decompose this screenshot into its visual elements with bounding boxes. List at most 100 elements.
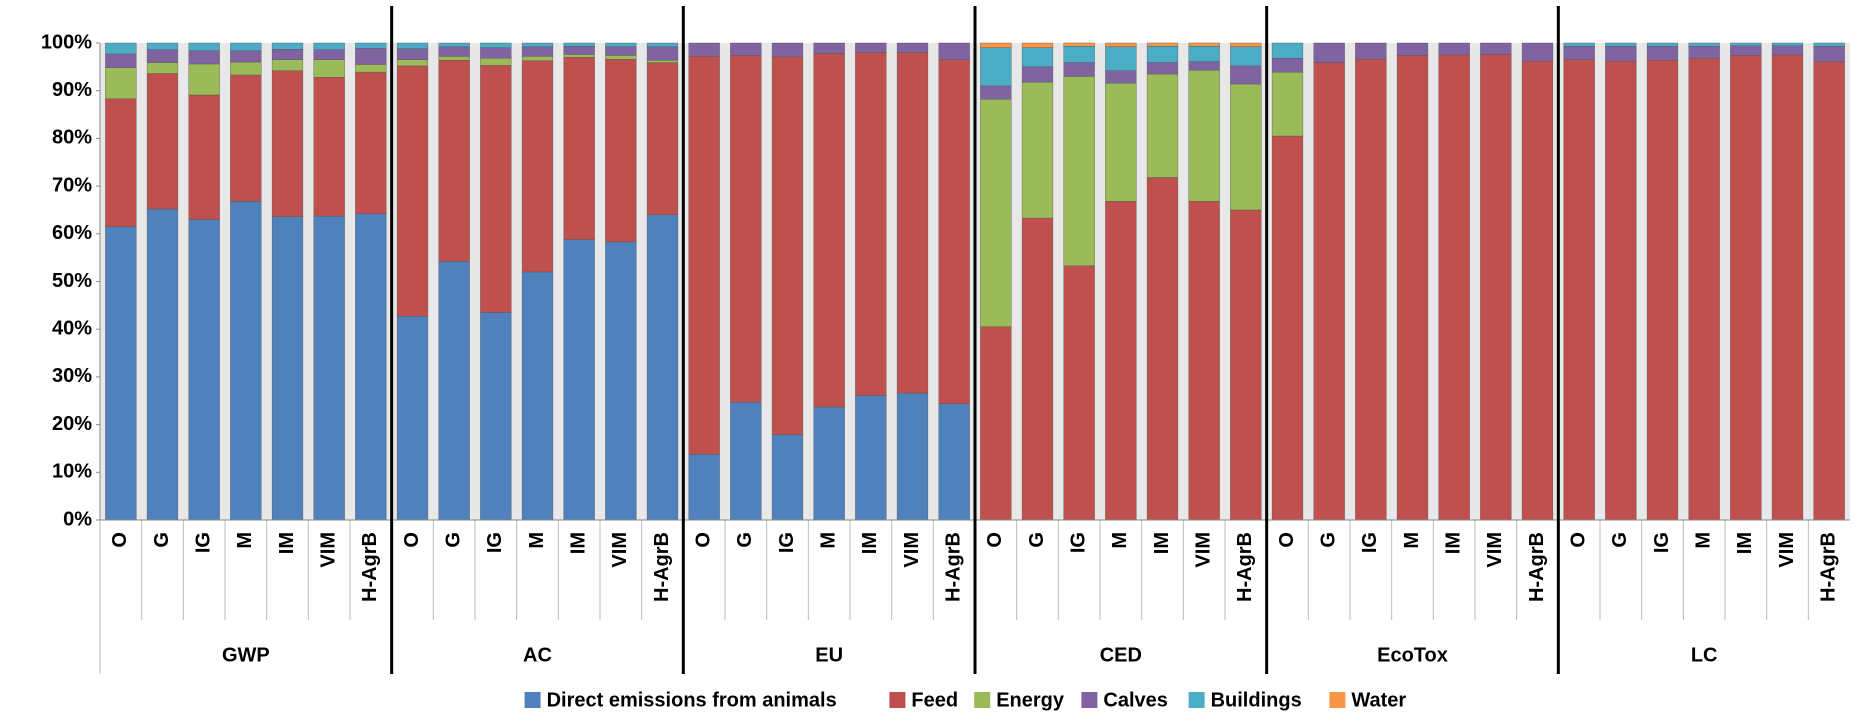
y-tick-label: 90%: [52, 79, 92, 101]
x-tick-label: VIM: [901, 532, 923, 568]
bar-segment: [730, 55, 762, 403]
bar-segment: [188, 63, 220, 96]
bar-segment: [521, 46, 554, 57]
bar-segment: [938, 59, 970, 404]
bar-segment: [230, 61, 262, 76]
x-tick-label: O: [1567, 532, 1589, 548]
bar-segment: [271, 59, 304, 71]
x-tick-label: O: [984, 532, 1006, 548]
bar-segment: [1063, 265, 1095, 521]
x-tick-label: M: [234, 532, 256, 549]
bar-segment: [230, 74, 262, 202]
bar-segment: [1771, 54, 1804, 521]
bar-segment: [521, 42, 554, 48]
x-tick-label: IM: [1151, 532, 1173, 554]
bar-segment: [1563, 46, 1595, 60]
bar-segment: [1146, 177, 1179, 521]
x-tick-label: IG: [776, 532, 798, 553]
bar-segment: [1563, 59, 1595, 521]
bar-segment: [1146, 42, 1179, 47]
bar-segment: [1105, 42, 1137, 48]
x-tick-label: O: [109, 532, 131, 548]
x-tick-label: M: [1692, 532, 1714, 549]
x-tick-label: O: [1276, 532, 1298, 548]
x-tick-label: H-AgrB: [651, 532, 673, 602]
bar-segment: [980, 47, 1012, 87]
bar-segment: [521, 60, 554, 273]
legend-swatch: [1188, 692, 1205, 708]
x-tick-label: H-AgrB: [1526, 532, 1548, 602]
bar-segment: [105, 53, 137, 69]
bar-segment: [1646, 46, 1679, 61]
bar-segment: [1438, 54, 1470, 521]
bar-segment: [646, 46, 679, 61]
y-tick-label: 40%: [52, 317, 92, 339]
bar-segment: [188, 42, 220, 51]
bar-segment: [813, 53, 845, 408]
bar-segment: [1605, 42, 1637, 47]
bar-segment: [105, 42, 137, 55]
bar-segment: [646, 42, 679, 48]
x-tick-label: IM: [567, 532, 589, 554]
bar-segment: [105, 226, 137, 521]
bar-segment: [896, 52, 929, 394]
bar-segment: [1105, 46, 1137, 71]
bar-segment: [146, 42, 179, 50]
bar-segment: [1521, 60, 1554, 521]
x-tick-label: IM: [276, 532, 298, 554]
bar-segment: [313, 77, 345, 217]
bar-segment: [188, 94, 220, 220]
bar-segment: [896, 392, 929, 521]
bar-segment: [1021, 66, 1054, 83]
bar-segment: [146, 49, 179, 63]
group-label: EU: [815, 644, 843, 666]
bar-segment: [1271, 58, 1304, 73]
group-label: GWP: [222, 644, 270, 666]
bar-segment: [1021, 81, 1054, 219]
bar-segment: [1771, 45, 1804, 56]
y-tick-label: 20%: [52, 413, 92, 435]
x-tick-label: G: [734, 532, 756, 548]
bar-segment: [1063, 76, 1095, 266]
bar-segment: [980, 85, 1012, 100]
bar-segment: [938, 42, 970, 60]
x-tick-label: VIM: [1776, 532, 1798, 568]
x-tick-label: O: [692, 532, 714, 548]
bar-segment: [1646, 42, 1679, 47]
bar-segment: [438, 42, 470, 48]
bar-segment: [605, 55, 637, 60]
bar-segment: [1480, 54, 1512, 521]
legend-swatch: [974, 692, 991, 708]
bar-segment: [1063, 42, 1095, 47]
group-label: AC: [523, 644, 552, 666]
bar-segment: [730, 42, 762, 56]
bar-segment: [1355, 42, 1387, 60]
bar-segment: [1688, 42, 1720, 47]
bar-segment: [688, 42, 720, 57]
group-label: CED: [1100, 644, 1142, 666]
bar-segment: [1688, 58, 1720, 521]
x-tick-label: G: [1609, 532, 1631, 548]
bar-segment: [730, 401, 762, 521]
bar-segment: [1813, 46, 1845, 62]
bar-segment: [1021, 42, 1054, 48]
bar-segment: [1396, 42, 1429, 56]
bar-segment: [1355, 59, 1387, 521]
bar-segment: [480, 58, 512, 66]
bar-segment: [1105, 201, 1137, 521]
bar-segment: [1146, 46, 1179, 63]
x-tick-label: IG: [1651, 532, 1673, 553]
bar-segment: [355, 71, 387, 214]
bar-segment: [146, 62, 179, 74]
bar-segment: [605, 42, 637, 48]
bar-segment: [1021, 47, 1054, 68]
bar-segment: [230, 201, 262, 521]
legend-swatch: [889, 692, 906, 708]
x-tick-label: H-AgrB: [1234, 532, 1256, 602]
bar-segment: [1271, 42, 1304, 59]
bar-segment: [1063, 46, 1095, 63]
bar-segment: [105, 67, 137, 100]
bar-segment: [480, 42, 512, 48]
legend-swatch: [524, 692, 541, 708]
